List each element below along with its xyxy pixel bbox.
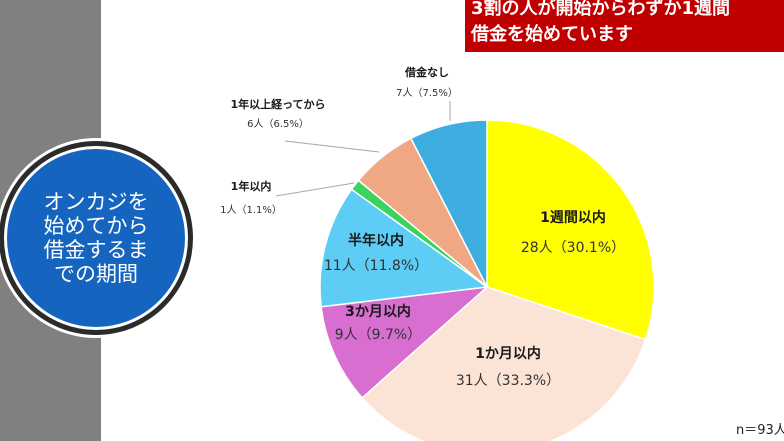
slice-label: 半年以内 xyxy=(348,232,404,249)
headline-banner: 3割の人が開始からわずか1週間 借金を始めています xyxy=(465,0,784,52)
slice-value-label: 7人（7.5%） xyxy=(396,87,458,99)
pie-slice xyxy=(409,119,488,288)
pie-slice xyxy=(486,119,655,341)
slice-label: 1年以内 xyxy=(231,179,272,193)
headline-line-1: 3割の人が開始からわずか1週間 xyxy=(471,0,731,19)
pie-slice xyxy=(319,188,489,308)
slice-value-label: 31人（33.3%） xyxy=(456,373,560,389)
slice-label: 1か月以内 xyxy=(475,345,541,362)
slice-label: 借金なし xyxy=(404,65,449,79)
slice-value-label: 9人（9.7%） xyxy=(335,327,421,343)
slice-label: 1週間以内 xyxy=(540,209,606,226)
period-title-text: オンカジを 始めてから 借金するま での期間 xyxy=(43,190,149,286)
slice-label: 1年以上経ってから xyxy=(230,97,325,111)
slice-value-label: 6人（6.5%） xyxy=(247,118,309,130)
pie-slice xyxy=(361,286,647,441)
slice-value-label: 28人（30.1%） xyxy=(521,240,625,256)
slice-label: 3か月以内 xyxy=(345,303,411,320)
period-title-badge: オンカジを 始めてから 借金するま での期間 xyxy=(4,146,188,330)
headline-line-2: 借金を始めています xyxy=(471,24,633,45)
slice-value-label: 11人（11.8%） xyxy=(324,258,428,274)
leader-line xyxy=(284,140,380,153)
slice-value-label: 1人（1.1%） xyxy=(220,204,282,216)
leader-line xyxy=(275,182,355,197)
pie-slice xyxy=(320,285,490,399)
sample-size-label: n＝93人 xyxy=(736,423,784,438)
